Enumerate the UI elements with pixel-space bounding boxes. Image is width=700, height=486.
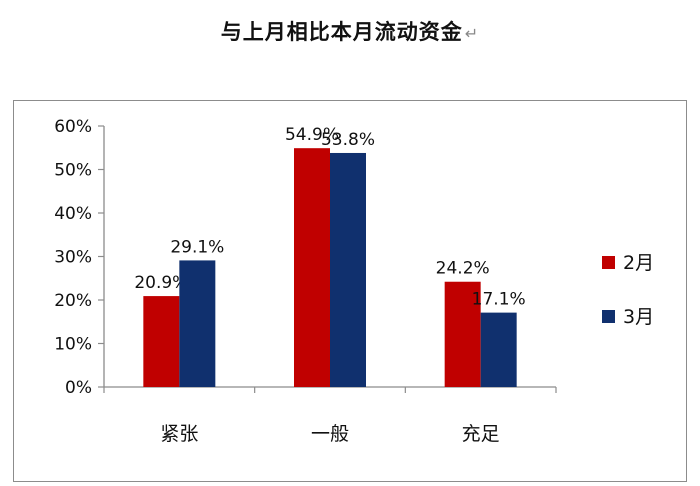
data-label: 53.8% (321, 130, 375, 150)
bar-series-2 (330, 152, 366, 387)
chart-frame (13, 100, 687, 482)
bar-series-1 (294, 148, 330, 387)
legend-swatch (602, 256, 615, 269)
return-mark-icon: ↵ (464, 24, 480, 43)
legend-label: 3月 (623, 306, 654, 328)
y-tick-label: 60% (54, 117, 92, 137)
data-label: 54.9% (285, 125, 339, 145)
legend-label: 2月 (623, 252, 654, 274)
bar-series-2 (480, 312, 517, 387)
bar-series-1 (444, 281, 481, 387)
data-label: 20.9% (134, 273, 188, 293)
y-tick-label: 40% (54, 204, 92, 224)
x-category-label: 紧张 (160, 423, 198, 445)
data-label: 17.1% (472, 290, 526, 310)
x-category-label: 一般 (311, 423, 349, 445)
data-label: 29.1% (170, 237, 224, 257)
bar-series-1 (143, 296, 180, 387)
chart-title: 与上月相比本月流动资金 ↵ (0, 16, 700, 46)
y-tick-label: 30% (54, 248, 92, 268)
legend-swatch (602, 310, 615, 323)
data-label: 24.2% (436, 259, 490, 279)
y-tick-label: 0% (65, 378, 92, 398)
y-tick-label: 50% (54, 161, 92, 181)
y-tick-label: 10% (54, 335, 92, 355)
y-tick-label: 20% (54, 291, 92, 311)
chart-title-text: 与上月相比本月流动资金 (220, 20, 463, 44)
x-category-label: 充足 (462, 423, 500, 445)
bar-series-2 (179, 260, 216, 387)
